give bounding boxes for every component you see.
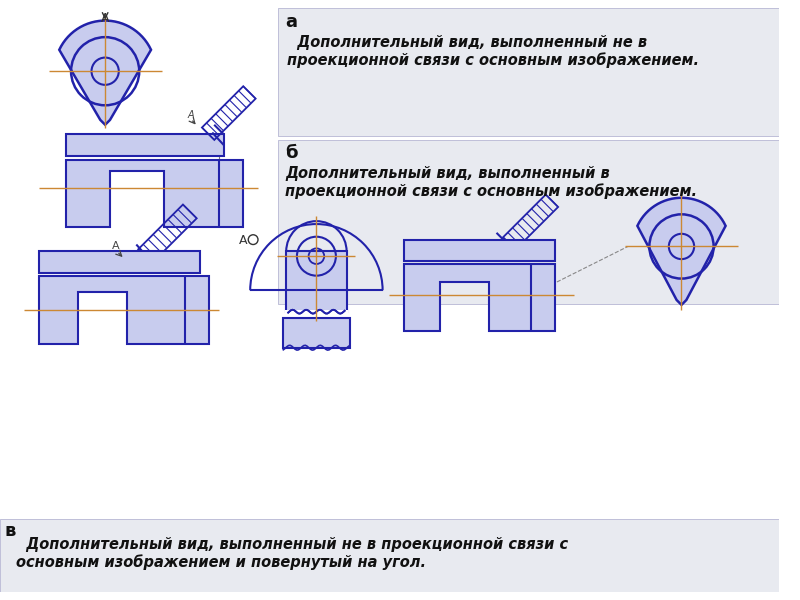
Bar: [404, 239, 555, 261]
FancyBboxPatch shape: [0, 519, 779, 592]
Polygon shape: [638, 198, 726, 305]
Text: A: A: [102, 12, 110, 25]
Text: Дополнительный вид, выполненный в
проекционной связи с основным изображением.: Дополнительный вид, выполненный в проекц…: [286, 166, 698, 199]
Text: в: в: [5, 522, 16, 540]
Text: Дополнительный вид, выполненный не в
проекционной связи с основным изображением.: Дополнительный вид, выполненный не в про…: [287, 35, 699, 68]
Text: A: A: [188, 110, 194, 120]
Polygon shape: [59, 20, 151, 125]
FancyBboxPatch shape: [278, 140, 779, 304]
Text: б: б: [286, 144, 298, 162]
Polygon shape: [404, 264, 555, 331]
Polygon shape: [39, 275, 210, 344]
Bar: [66, 134, 224, 156]
FancyBboxPatch shape: [278, 8, 779, 136]
Bar: [286, 310, 347, 316]
Text: Дополнительный вид, выполненный не в проекционной связи с
основным изображением : Дополнительный вид, выполненный не в про…: [15, 536, 568, 570]
Bar: [286, 251, 346, 311]
Polygon shape: [66, 160, 243, 227]
Text: а: а: [286, 13, 298, 31]
Text: A: A: [238, 233, 247, 247]
Bar: [39, 251, 199, 273]
Text: A: A: [112, 241, 119, 251]
Bar: [283, 319, 350, 348]
